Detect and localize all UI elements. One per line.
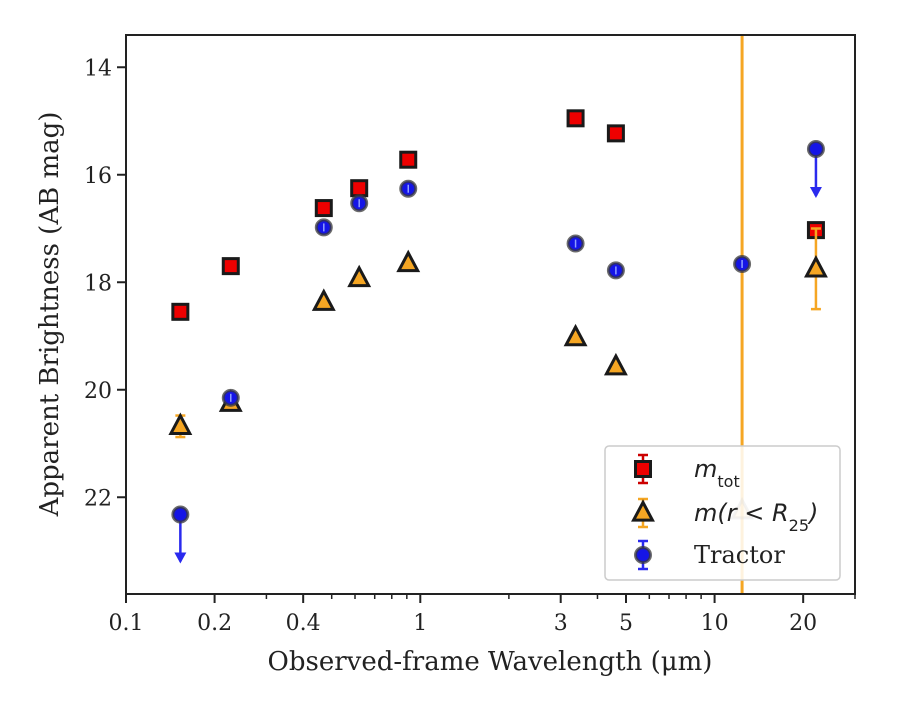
series-tractor [171, 139, 825, 564]
y-tick-label-1: 16 [84, 164, 112, 189]
point-m_tot-0 [171, 302, 190, 321]
upper-limit-arrowhead-tractor-0 [174, 552, 187, 564]
x-axis-label: Observed-frame Wavelength (μm) [268, 647, 713, 677]
legend-label-m_tot: mtot [694, 455, 740, 491]
axes-layer: 0.1 0.2 0.4 1 3 5 10 20 14 16 18 20 22 [84, 56, 856, 636]
legend-label-tractor: Tractor [694, 541, 785, 569]
x-tick-label-7: 20 [789, 611, 817, 636]
data-layer [168, 109, 828, 564]
y-tick-label-0: 14 [84, 56, 112, 81]
legend-label-base-m_r25: m(r < R [694, 499, 789, 527]
point-m_tot-5 [566, 109, 585, 128]
y-tick-label-4: 22 [84, 486, 112, 511]
point-m_r25-8 [803, 255, 828, 278]
legend-marker-m_tot [634, 460, 652, 478]
x-tick-label-2: 0.4 [286, 611, 321, 636]
x-tick-label-3: 1 [413, 611, 427, 636]
point-tractor-0 [171, 505, 190, 524]
legend-label-base-tractor: Tractor [694, 541, 785, 569]
x-tick-label-6: 10 [701, 611, 729, 636]
point-m_r25-3 [347, 264, 372, 288]
point-m_r25-2 [311, 288, 336, 311]
point-m_tot-6 [606, 124, 625, 143]
x-tick-label-0: 0.1 [109, 611, 144, 636]
legend-label-base-m_tot: m [694, 455, 717, 483]
point-m_r25-0 [168, 412, 193, 435]
legend-label-tail-m_r25: ) [807, 499, 818, 527]
legend-label-subscript-m_tot: tot [717, 472, 739, 491]
point-m_tot-3 [350, 179, 369, 198]
x-tick-label-4: 3 [554, 611, 568, 636]
x-tick-label-5: 5 [619, 611, 633, 636]
point-m_r25-6 [603, 352, 628, 376]
legend-box [604, 445, 841, 581]
y-tick-label-3: 20 [84, 379, 112, 404]
y-axis-label: Apparent Brightness (AB mag) [35, 112, 65, 518]
point-m_tot-4 [399, 150, 418, 169]
point-m_tot-2 [314, 199, 333, 218]
legend-label-subscript-m_r25: 25 [789, 516, 809, 535]
point-m_tot-1 [221, 257, 240, 276]
legend-marker-m_r25 [631, 499, 655, 522]
series-m_tot [171, 109, 825, 321]
legend: mtot m(r < R25) Tractor [604, 445, 841, 581]
point-m_r25-5 [563, 323, 588, 347]
point-tractor-8 [806, 139, 825, 158]
y-tick-label-2: 18 [84, 271, 112, 296]
point-m_r25-4 [396, 249, 421, 273]
plot-frame [125, 34, 856, 595]
legend-label-m_r25: m(r < R25) [694, 499, 818, 535]
upper-limit-arrowhead-tractor-8 [809, 186, 822, 198]
x-tick-label-1: 0.2 [197, 611, 232, 636]
legend-marker-tractor [634, 546, 652, 564]
